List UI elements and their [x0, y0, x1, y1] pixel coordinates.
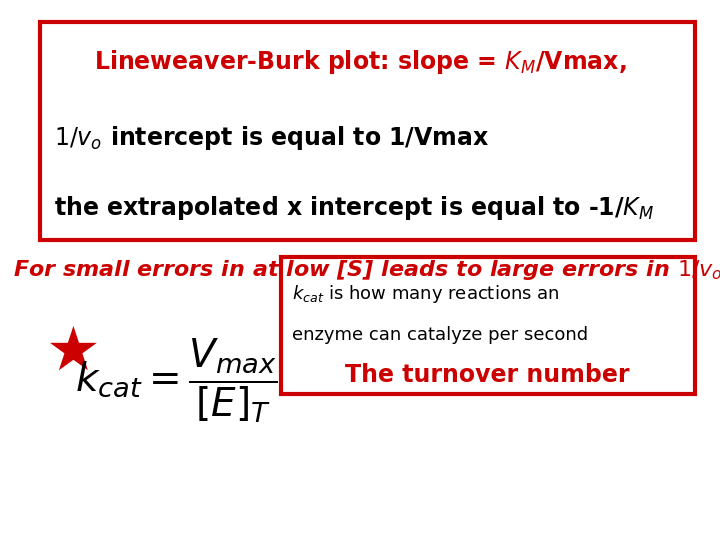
- FancyBboxPatch shape: [281, 256, 695, 394]
- Text: the extrapolated x intercept is equal to -1/$K_M$: the extrapolated x intercept is equal to…: [54, 194, 654, 222]
- Text: For small errors in at low [S] leads to large errors in $1/v_o$: For small errors in at low [S] leads to …: [13, 258, 720, 282]
- Text: The turnover number: The turnover number: [345, 363, 630, 387]
- Text: enzyme can catalyze per second: enzyme can catalyze per second: [292, 326, 588, 344]
- Text: ★: ★: [45, 324, 99, 383]
- Text: $k_{cat} = \dfrac{V_{max}}{[E]_T}$: $k_{cat} = \dfrac{V_{max}}{[E]_T}$: [75, 336, 278, 425]
- Text: Lineweaver-Burk plot: slope = $K_M$/Vmax,: Lineweaver-Burk plot: slope = $K_M$/Vmax…: [94, 48, 626, 76]
- Text: $1/v_o$ intercept is equal to 1/Vmax: $1/v_o$ intercept is equal to 1/Vmax: [54, 124, 490, 152]
- FancyBboxPatch shape: [40, 22, 695, 240]
- Text: $k_{cat}$ is how many reactions an: $k_{cat}$ is how many reactions an: [292, 284, 559, 305]
